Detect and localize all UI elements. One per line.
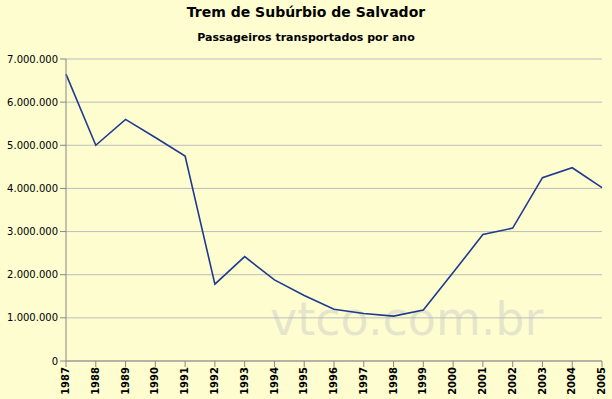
- html-text:vtco.com.br: vtco.com.br: [270, 292, 544, 346]
- svg-text:2003: 2003: [537, 367, 548, 395]
- svg-text:1998: 1998: [388, 367, 399, 395]
- svg-text:2001: 2001: [477, 367, 488, 395]
- svg-text:1988: 1988: [90, 367, 101, 395]
- svg-text:7.000.000: 7.000.000: [8, 54, 58, 65]
- svg-text:1999: 1999: [417, 367, 428, 395]
- svg-text:3.000.000: 3.000.000: [8, 226, 58, 237]
- svg-text:2000: 2000: [447, 367, 458, 395]
- svg-text:4.000.000: 4.000.000: [8, 183, 58, 194]
- svg-text:6.000.000: 6.000.000: [8, 97, 58, 108]
- html-text:Trem de Subúrbio de Salvador: Trem de Subúrbio de Salvador: [186, 4, 426, 20]
- svg-text:1995: 1995: [298, 367, 309, 395]
- svg-text:1996: 1996: [328, 367, 339, 395]
- svg-text:2.000.000: 2.000.000: [8, 269, 58, 280]
- html-text:Passageiros transportados por: Passageiros transportados por ano: [197, 31, 415, 44]
- svg-text:2002: 2002: [507, 367, 518, 395]
- svg-text:1993: 1993: [239, 367, 250, 395]
- svg-text:1.000.000: 1.000.000: [8, 312, 58, 323]
- svg-text:1989: 1989: [120, 367, 131, 395]
- svg-text:2004: 2004: [566, 367, 577, 395]
- svg-text:0: 0: [52, 356, 58, 367]
- svg-text:1990: 1990: [149, 367, 160, 395]
- svg-text:1997: 1997: [358, 367, 369, 395]
- svg-text:1987: 1987: [60, 367, 71, 395]
- svg-text:1992: 1992: [209, 367, 220, 395]
- svg-text:1994: 1994: [269, 367, 280, 395]
- svg-text:1991: 1991: [179, 367, 190, 395]
- svg-text:5.000.000: 5.000.000: [8, 140, 58, 151]
- svg-text:2005: 2005: [596, 367, 604, 395]
